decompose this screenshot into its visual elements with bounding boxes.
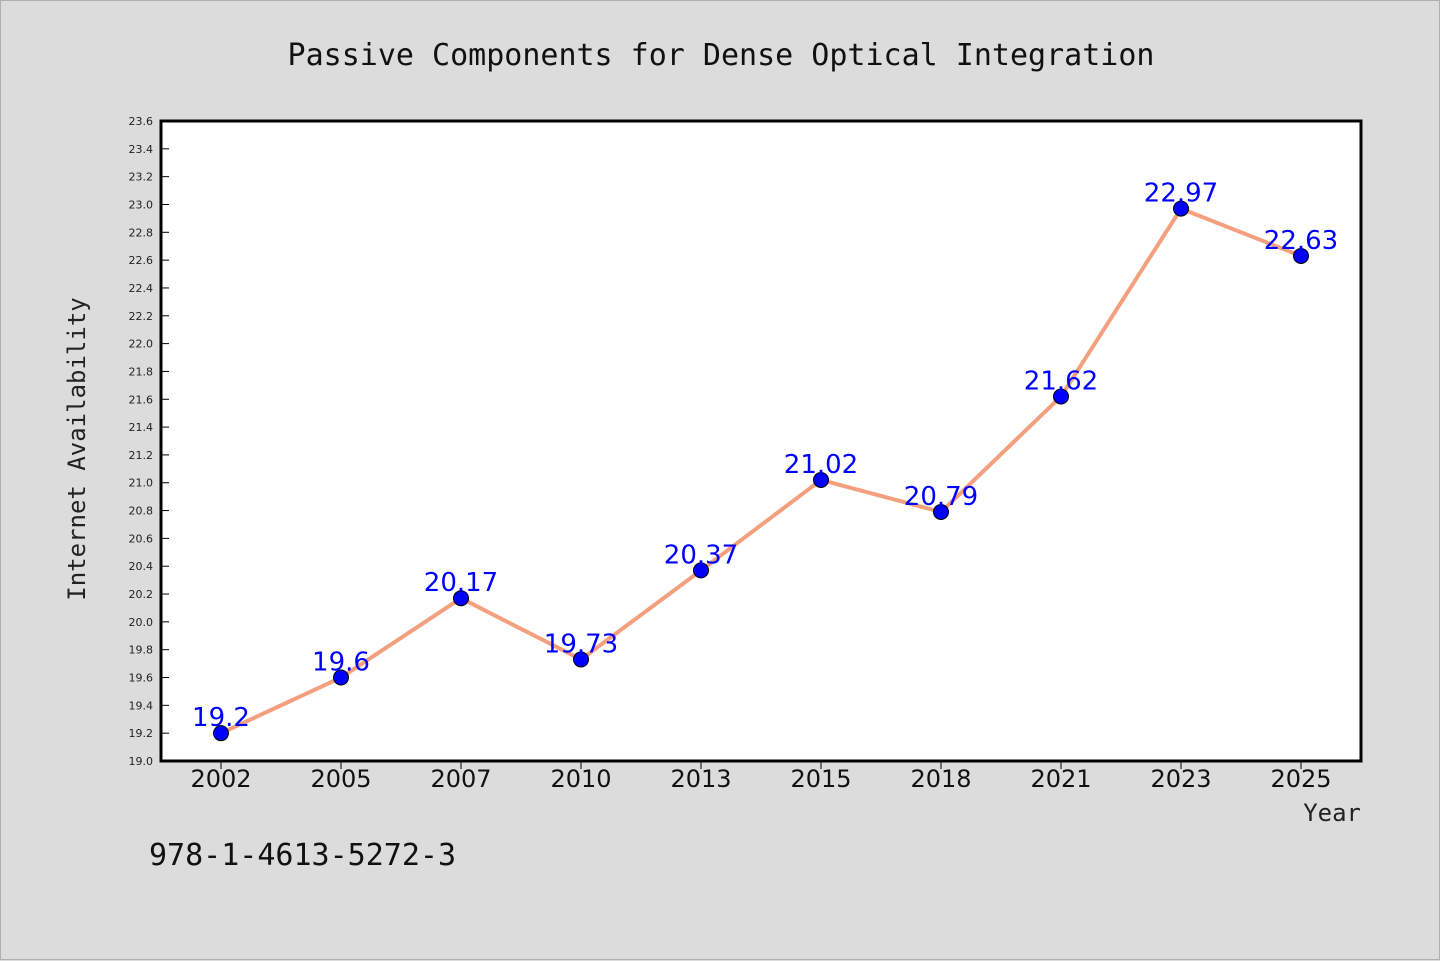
data-point: [693, 562, 709, 579]
y-tick-label: 21.6: [129, 393, 154, 406]
x-tick-label: 2005: [310, 765, 371, 793]
data-point: [933, 503, 949, 520]
y-tick-label: 22.2: [129, 310, 154, 323]
data-point: [1173, 200, 1189, 217]
y-tick-label: 19.4: [129, 699, 154, 712]
data-label: 19.6: [312, 648, 370, 678]
data-label: 21.02: [784, 450, 858, 480]
y-tick-label: 21.0: [129, 477, 154, 490]
data-point: [1053, 388, 1069, 405]
y-tick-label: 22.0: [129, 338, 154, 351]
x-tick-label: 2021: [1030, 765, 1091, 793]
data-point: [573, 651, 589, 668]
x-tick-label: 2025: [1270, 765, 1331, 793]
data-point: [213, 725, 229, 742]
data-point: [1293, 247, 1309, 264]
series-line: [219, 206, 1303, 736]
series-0: 19.2 19.6 20.17 19.73 20.37 21.02 20.79 21.62 22…: [192, 179, 1338, 742]
data-label: 20.79: [904, 482, 978, 512]
y-tick-label: 21.4: [129, 421, 154, 434]
x-tick-label: 2007: [430, 765, 491, 793]
y-tick-label: 19.6: [129, 672, 154, 685]
y-tick-label: 23.2: [129, 171, 154, 184]
x-tick-label: 2018: [910, 765, 971, 793]
plot-area: [159, 119, 1363, 763]
data-point: [453, 590, 469, 607]
y-tick-label: 23.0: [129, 198, 154, 211]
y-tick-label: 23.6: [129, 115, 154, 128]
data-label: 20.17: [424, 568, 498, 598]
x-axis-title: Year: [1303, 799, 1361, 827]
x-tick-label: 2013: [670, 765, 731, 793]
x-axis: 2002 2005 2007 2010 2013 2015 2018 2021 2023 2025: [190, 761, 1332, 793]
y-tick-label: 20.0: [129, 616, 154, 629]
x-tick-label: 2010: [550, 765, 611, 793]
data-label: 19.2: [192, 703, 250, 733]
y-tick-label: 23.4: [129, 143, 154, 156]
data-point: [813, 471, 829, 488]
footer-isbn: 978-1-4613-5272-3: [149, 838, 456, 873]
y-tick-label: 21.8: [129, 365, 154, 378]
data-label: 22.97: [1144, 179, 1218, 209]
y-tick-label: 22.8: [129, 226, 154, 239]
y-tick-label: 19.8: [129, 644, 154, 657]
data-label: 19.73: [544, 629, 618, 659]
y-axis: 19.0 19.2 19.4 19.6 19.8 20.0 20.2 20.4 20.6 20.8…: [129, 115, 169, 768]
y-tick-label: 21.2: [129, 449, 154, 462]
data-point: [333, 669, 349, 686]
y-tick-label: 22.6: [129, 254, 154, 267]
y-tick-label: 20.2: [129, 588, 154, 601]
chart-title: Passive Components for Dense Optical Int…: [288, 38, 1155, 73]
data-label: 22.63: [1264, 226, 1338, 256]
y-tick-label: 19.2: [129, 727, 154, 740]
y-tick-label: 20.6: [129, 532, 154, 545]
y-tick-label: 20.4: [129, 560, 154, 573]
y-tick-label: 20.8: [129, 505, 154, 518]
x-tick-label: 2023: [1150, 765, 1211, 793]
y-tick-label: 22.4: [129, 282, 154, 295]
data-label: 20.37: [664, 540, 738, 570]
x-tick-label: 2002: [190, 765, 251, 793]
x-tick-label: 2015: [790, 765, 851, 793]
y-tick-label: 19.0: [129, 755, 154, 768]
y-axis-title: Internet Availability: [63, 297, 91, 600]
data-label: 21.62: [1024, 366, 1098, 396]
